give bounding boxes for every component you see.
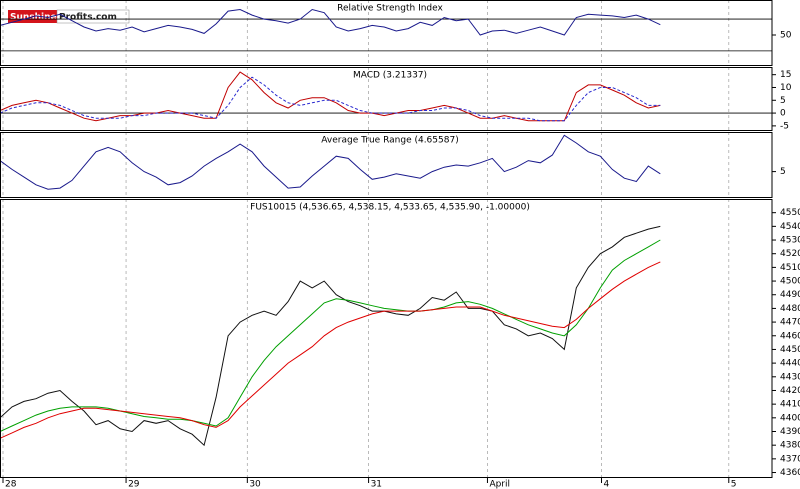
y-tick-label: 4440: [780, 359, 800, 369]
logo: Sunshine Profits.com: [8, 9, 130, 24]
y-tick-label: 4450: [780, 345, 800, 355]
x-tick-label: 28: [5, 480, 17, 489]
panel-frame: [0, 199, 773, 478]
panel-frame: [0, 0, 773, 66]
panel-title: FUS10015 (4,536.65, 4,538.15, 4,533.65, …: [250, 203, 530, 213]
panel-title: Average True Range (4.65587): [321, 136, 458, 146]
series-line: [0, 239, 661, 432]
y-tick-label: 4540: [780, 222, 800, 232]
panel-frame: [0, 67, 773, 131]
y-tick-label: 4480: [780, 304, 800, 314]
x-tick-label: 29: [128, 480, 140, 489]
y-tick-label: 4390: [780, 427, 800, 437]
x-tick-label: April: [489, 480, 510, 489]
logo-right-bg: [56, 9, 130, 24]
y-tick-label: 4380: [780, 441, 800, 451]
logo-left: Sunshine: [10, 13, 57, 23]
y-tick-label: 4420: [780, 386, 800, 396]
y-tick-label: 4360: [780, 468, 800, 478]
logo-right: Profits.com: [59, 13, 117, 23]
series-line: [0, 225, 661, 447]
panel-title: MACD (3.21337): [353, 71, 427, 81]
y-tick-label: 4400: [780, 413, 800, 423]
series-line: [0, 71, 661, 122]
y-tick-label: 15: [780, 70, 791, 80]
y-tick-label: 10: [780, 83, 792, 93]
x-tick-label: 31: [371, 480, 382, 489]
x-tick-label: 4: [604, 480, 610, 489]
y-tick-label: 4510: [780, 263, 800, 273]
y-tick-label: 4530: [780, 236, 800, 246]
y-tick-label: 4430: [780, 372, 800, 382]
y-tick-label: 50: [780, 30, 792, 40]
series-line: [0, 8, 661, 36]
y-tick-label: 4500: [780, 277, 800, 287]
y-tick-label: 4490: [780, 290, 800, 300]
x-tick-label: 5: [731, 480, 737, 489]
panel-title: Relative Strength Index: [337, 4, 443, 14]
y-tick-label: 4410: [780, 400, 800, 410]
y-tick-label: 0: [780, 109, 786, 119]
y-tick-label: 4550: [780, 208, 800, 218]
y-tick-label: 5: [780, 96, 786, 106]
y-tick-label: 4460: [780, 331, 800, 341]
y-tick-label: 5: [780, 167, 786, 177]
series-line: [0, 134, 661, 190]
x-tick-label: 30: [249, 480, 261, 489]
y-tick-label: 4520: [780, 249, 800, 259]
panel-frame: [0, 132, 773, 198]
y-tick-label: 4370: [780, 454, 800, 464]
y-tick-label: -5: [780, 121, 789, 131]
series-line: [0, 261, 661, 439]
y-tick-label: 4470: [780, 318, 800, 328]
